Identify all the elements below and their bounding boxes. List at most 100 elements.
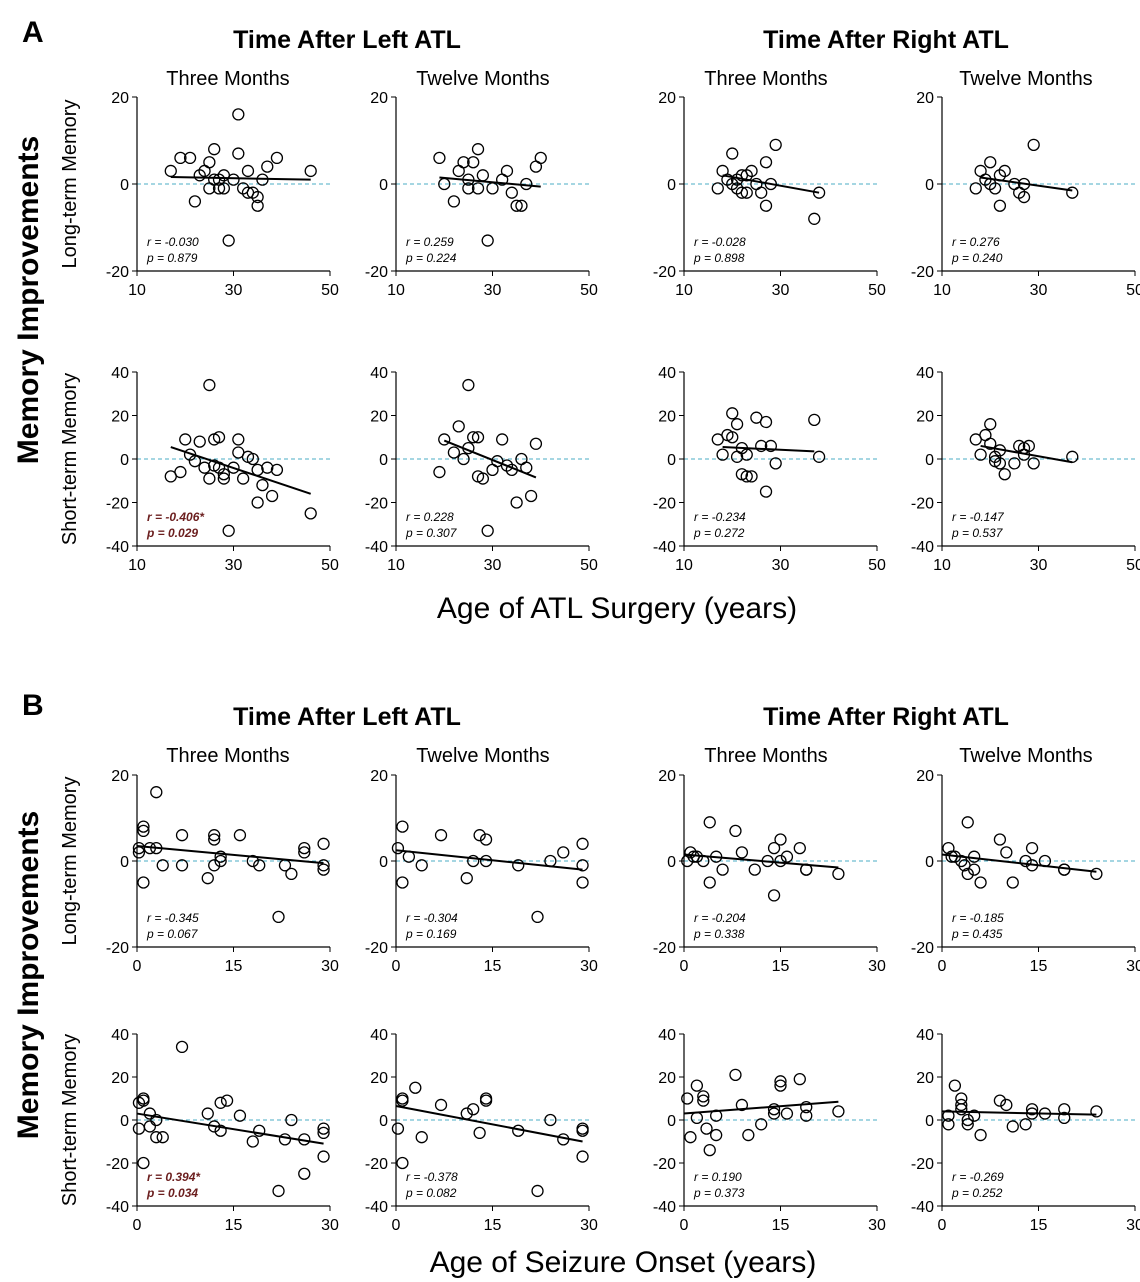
- plot-8-data-point: [214, 850, 227, 863]
- plot-13-data-point: [434, 1098, 448, 1112]
- plot-3-data-point: [988, 182, 1002, 195]
- plot-12-data-point: [220, 1094, 234, 1107]
- plot-7-data-point: [1027, 457, 1040, 470]
- plot-15-data-point: [1006, 1120, 1019, 1133]
- plot-10-data-point: [697, 854, 710, 868]
- plot-4-data-point: [236, 472, 250, 485]
- plot-1-xtick-label: 50: [580, 282, 598, 299]
- plot-4-ytick-label: 0: [120, 452, 129, 469]
- plot-9-data-point: [512, 859, 525, 872]
- plot-1-data-point: [447, 195, 461, 208]
- plot-15-xtick-label: 30: [1126, 1217, 1140, 1234]
- plot-11-data-point: [1000, 846, 1013, 859]
- plot-11-xtick-label: 0: [938, 958, 947, 975]
- plot-13-data-point: [479, 1094, 493, 1107]
- plot-6-fit-line: [722, 446, 815, 453]
- plot-13-data-point: [473, 1126, 486, 1140]
- plot-11-ytick-label: 20: [916, 768, 934, 785]
- plot-3-data-point: [1017, 190, 1031, 204]
- plot-2-data-point: [726, 147, 739, 160]
- plot-8-data-point: [137, 824, 150, 838]
- plot-12-xtick-label: 0: [133, 1217, 142, 1234]
- plot-8-data-point: [208, 859, 221, 872]
- plot-9-data-point: [396, 820, 409, 833]
- plot-10-data-point: [767, 841, 781, 855]
- plot-13-xtick-label: 30: [580, 1217, 598, 1234]
- plot-9-data-point: [576, 837, 589, 850]
- plot-14-data-point: [735, 1098, 749, 1112]
- plot-1-p-value: p = 0.224: [405, 251, 457, 265]
- plot-10-data-point: [735, 846, 749, 859]
- plot-14-ytick-label: 40: [658, 1027, 676, 1044]
- plot-13-data-point: [576, 1124, 589, 1137]
- plot-4-data-point: [193, 435, 206, 448]
- plot-14-data-point: [710, 1109, 723, 1122]
- plot-8-data-point: [208, 829, 221, 842]
- plot-10-data-point: [690, 850, 704, 863]
- plot-11-data-point: [1006, 876, 1019, 889]
- plot-4-data-point: [179, 433, 192, 446]
- plot-12-data-point: [317, 1126, 330, 1140]
- plot-6-data-point: [764, 439, 777, 453]
- plot-7-p-value: p = 0.537: [951, 526, 1004, 540]
- plot-2-p-value: p = 0.898: [693, 251, 745, 265]
- plot-14-data-point: [774, 1079, 787, 1092]
- plot-8-data-point: [278, 859, 292, 872]
- plot-0-data-point: [241, 164, 255, 178]
- plot-8-xtick-label: 15: [225, 958, 243, 975]
- plot-1-data-point: [481, 234, 494, 247]
- plot-3-data-point: [984, 156, 997, 169]
- plot-0-ytick-label: -20: [106, 264, 129, 281]
- plot-7-data-point: [974, 448, 987, 461]
- plot-0-data-point: [251, 199, 264, 212]
- plot-7: -40 -20 0 20 40 10 30 50 r = -0.147 p = 0.537: [911, 365, 1140, 574]
- plot-10-data-point: [800, 863, 813, 876]
- plot-15-ytick-label: -40: [911, 1199, 934, 1216]
- plot-13-data-point: [460, 1107, 473, 1120]
- panel-b-subtitle-4: Twelve Months: [959, 745, 1092, 767]
- plot-1-data-point: [462, 173, 475, 186]
- plot-6: -40 -20 0 20 40 10 30 50 r = -0.234 p = 0.272: [653, 365, 886, 574]
- plot-11-ytick-label: -20: [911, 940, 934, 957]
- plot-2-ytick-label: 20: [658, 90, 676, 107]
- plot-11-data-point: [1090, 867, 1103, 881]
- plot-4-data-point: [222, 524, 235, 537]
- plot-1-r-value: r = 0.259: [406, 235, 454, 249]
- plot-14-data-point: [755, 1118, 768, 1131]
- panel-a-x-title: Age of ATL Surgery (years): [437, 592, 797, 625]
- plot-0-p-value: p = 0.879: [146, 251, 198, 265]
- plot-7-xtick-label: 50: [1126, 557, 1140, 574]
- plot-15-p-value: p = 0.252: [951, 1186, 1003, 1200]
- plot-4-ytick-label: -20: [106, 496, 129, 513]
- plot-3-xtick-label: 10: [933, 282, 951, 299]
- plot-11-data-point: [974, 876, 987, 889]
- plot-10-xtick-label: 0: [680, 958, 689, 975]
- plot-4: -40 -20 0 20 40 10 30 50 r = -0.406* p = 0.029: [106, 365, 339, 574]
- plot-15-data-point: [942, 1118, 955, 1131]
- plot-2-data-point: [812, 186, 826, 199]
- plot-15-data-point: [948, 1079, 962, 1092]
- plot-14-r-value: r = 0.190: [694, 1170, 742, 1184]
- plot-11-data-point: [968, 863, 981, 876]
- plot-12-data-point: [156, 1131, 169, 1144]
- plot-8-data-point: [298, 841, 311, 855]
- plot-11-data-point: [968, 850, 981, 863]
- plot-6-data-point: [740, 448, 753, 461]
- plot-3-ytick-label: 20: [916, 90, 934, 107]
- plot-11-data-point: [961, 867, 974, 881]
- plot-4-data-point: [198, 461, 211, 474]
- plot-1-data-point: [500, 164, 514, 178]
- plot-13-data-point: [544, 1113, 557, 1127]
- plot-10-data-point: [761, 854, 774, 868]
- plot-0-data-point: [208, 143, 221, 156]
- plot-2-fit-line: [722, 174, 820, 194]
- plot-7-ytick-label: 40: [916, 365, 934, 382]
- plot-5-ytick-label: 20: [370, 409, 388, 426]
- plot-5-data-point: [476, 472, 490, 485]
- plot-10-data-point: [748, 863, 761, 876]
- panel-a-subtitle-2: Twelve Months: [416, 68, 549, 90]
- plot-11-data-point: [948, 850, 962, 863]
- plot-8-data-point: [317, 859, 330, 872]
- panel-b-right-group-title: Time After Right ATL: [763, 703, 1009, 731]
- plot-1-data-point: [438, 177, 451, 191]
